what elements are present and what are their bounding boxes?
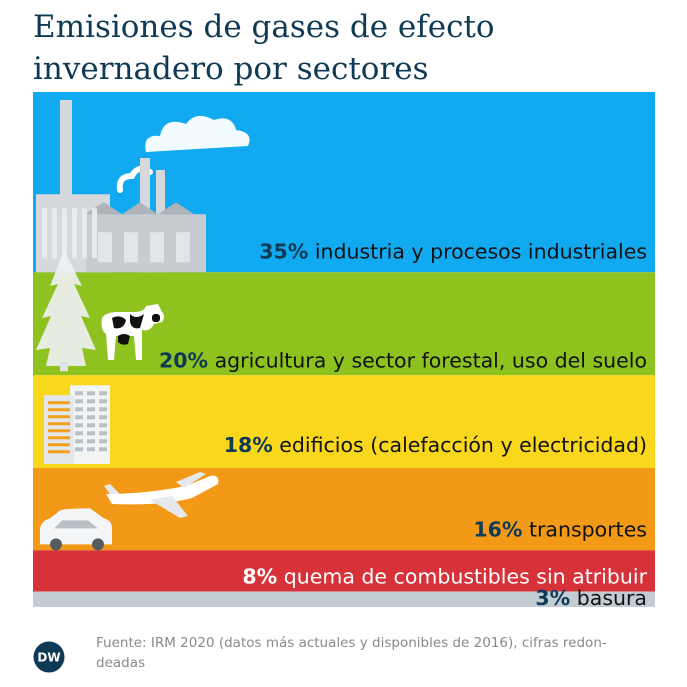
band-6 [33, 591, 655, 607]
label-5: 8% quema de combustibles sin atribuir [242, 565, 647, 589]
dw-logo: DW [33, 641, 65, 673]
category-label-5: quema de combustibles sin atribuir [277, 565, 647, 589]
chart-title-line-1: Emisiones de gases de efecto [33, 9, 495, 45]
chart-title-line-2: invernadero por sectores [33, 51, 429, 87]
value-label-5: 8% [242, 565, 277, 589]
label-4: 16% transportes [473, 517, 647, 541]
value-label-1: 35% [259, 239, 308, 263]
label-3: 18% edificios (calefacción y electricida… [224, 433, 647, 457]
value-label-6: 3% [535, 586, 570, 610]
category-label-3: edificios (calefacción y electricidad) [273, 433, 647, 457]
category-label-6: basura [570, 586, 647, 610]
sector-illustrations [36, 100, 250, 551]
source-note: Fuente: IRM 2020 (datos más actuales y d… [96, 633, 656, 673]
category-label-1: industria y procesos industriales [308, 239, 647, 263]
value-label-2: 20% [159, 348, 208, 372]
value-label-3: 18% [224, 433, 273, 457]
band-5 [33, 550, 655, 592]
airplane-and-car-icon [40, 472, 219, 551]
label-6: 3% basura [535, 586, 647, 610]
value-label-4: 16% [473, 517, 522, 541]
label-2: 20% agricultura y sector forestal, uso d… [159, 348, 647, 372]
category-label-4: transportes [522, 517, 647, 541]
building-icon [44, 385, 110, 464]
band-4 [33, 467, 655, 551]
sector-bands [33, 92, 655, 607]
sector-labels: 35% industria y procesos industriales 20%… [159, 239, 648, 610]
source-line-2: deadas [96, 655, 146, 671]
dw-logo-text: DW [37, 651, 60, 665]
tree-and-cow-icon [36, 250, 164, 372]
source-line-1: Fuente: IRM 2020 (datos más actuales y d… [96, 635, 607, 651]
factory-icon [36, 100, 250, 273]
band-3 [33, 375, 655, 468]
category-label-2: agricultura y sector forestal, uso del s… [208, 348, 647, 372]
chart-title: Emisiones de gases de efecto invernadero… [33, 6, 663, 90]
label-1: 35% industria y procesos industriales [259, 239, 647, 263]
